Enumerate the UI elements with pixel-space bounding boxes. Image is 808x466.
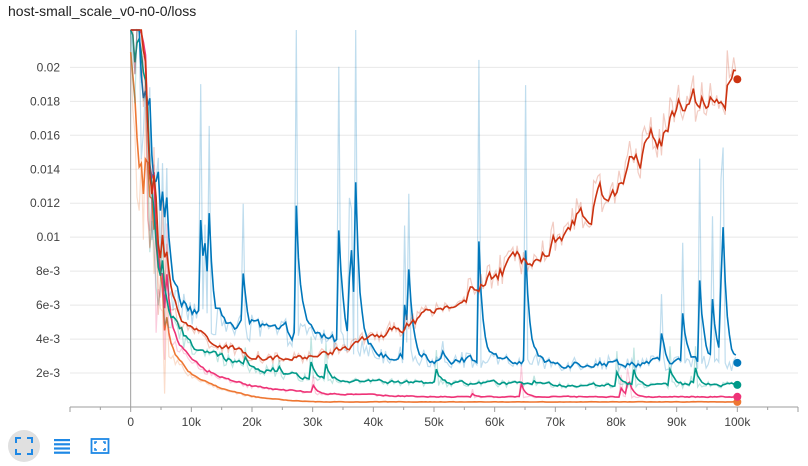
x-tick-label: 90k xyxy=(667,415,687,429)
series-line xyxy=(130,29,736,361)
y-tick-label: 4e-3 xyxy=(36,332,60,346)
y-tick-label: 0.018 xyxy=(30,94,60,108)
grid xyxy=(70,66,798,374)
series-end-point xyxy=(733,392,742,401)
y-axis-tick-labels: 2e-3 4e-3 6e-3 8e-3 0.01 0.012 0.014 0.016 0.018… xyxy=(30,60,60,380)
y-tick-label: 0.02 xyxy=(37,60,61,74)
series-line xyxy=(129,52,736,403)
axes xyxy=(69,30,799,412)
reset-zoom-button[interactable] xyxy=(84,430,116,462)
x-tick-label: 50k xyxy=(424,415,444,429)
toggle-log-scale-button[interactable] xyxy=(46,430,78,462)
y-tick-label: 8e-3 xyxy=(36,264,60,278)
y-tick-label: 0.01 xyxy=(37,230,61,244)
series-line xyxy=(129,29,736,388)
chart-title: host-small_scale_v0-n0-0/loss xyxy=(8,3,197,19)
series-end-point xyxy=(733,75,742,84)
series-raw-line xyxy=(130,29,736,399)
x-axis-tick-labels: 0 10k 20k 30k 40k 50k 60k 70k 80k 90k 100k xyxy=(127,415,751,429)
y-tick-label: 2e-3 xyxy=(36,366,60,380)
x-tick-label: 40k xyxy=(364,415,384,429)
series-line xyxy=(130,29,737,369)
series-end-point xyxy=(733,380,742,389)
list-lines-icon xyxy=(54,439,70,454)
series-raw-line xyxy=(130,28,737,391)
x-tick-label: 0 xyxy=(127,415,134,429)
series-line xyxy=(130,29,736,399)
x-tick-label: 60k xyxy=(485,415,505,429)
series-raw-line xyxy=(130,29,737,373)
x-tick-label: 100k xyxy=(724,415,751,429)
y-tick-label: 0.014 xyxy=(30,162,60,176)
x-tick-label: 20k xyxy=(242,415,262,429)
crop-expand-icon xyxy=(90,438,110,454)
y-tick-label: 0.016 xyxy=(30,128,60,142)
x-tick-label: 70k xyxy=(546,415,566,429)
chart-toolbar xyxy=(8,430,116,462)
x-tick-label: 80k xyxy=(606,415,626,429)
y-tick-label: 6e-3 xyxy=(36,298,60,312)
x-tick-label: 30k xyxy=(303,415,323,429)
fit-to-data-icon xyxy=(15,437,33,455)
x-tick-label: 10k xyxy=(182,415,202,429)
loss-chart[interactable]: 2e-3 4e-3 6e-3 8e-3 0.01 0.012 0.014 0.016 0.018… xyxy=(0,0,808,430)
fit-to-data-button[interactable] xyxy=(8,430,40,462)
series-layer xyxy=(129,28,742,406)
series-end-point xyxy=(733,358,742,367)
y-tick-label: 0.012 xyxy=(30,196,60,210)
